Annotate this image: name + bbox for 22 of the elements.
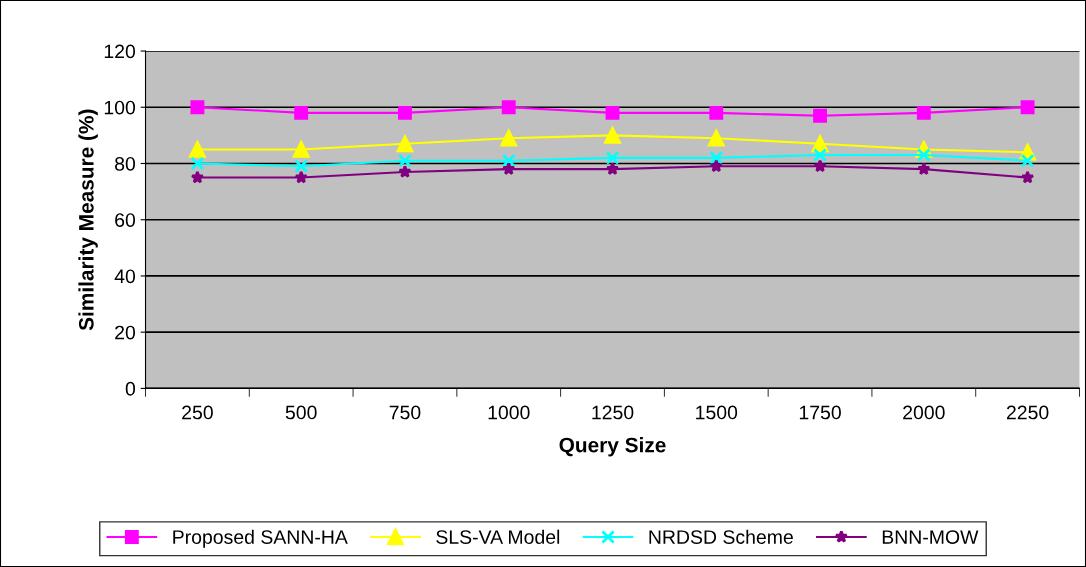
legend-label: SLS-VA Model <box>436 529 560 544</box>
legend-label: NRDSD Scheme <box>649 529 793 544</box>
x-axis-title: Query Size <box>559 437 666 457</box>
y-tick-label: 80 <box>115 156 136 171</box>
x-tick-label: 1500 <box>696 405 738 420</box>
y-tick-label: 120 <box>104 44 136 59</box>
legend-label: Proposed SANN-HA <box>173 529 348 548</box>
x-tick-label: 250 <box>182 405 213 420</box>
y-axis-title: Similarity Measure (%) <box>78 109 98 331</box>
x-tick-label: 1750 <box>799 405 841 420</box>
y-tick-label: 40 <box>114 269 136 284</box>
x-tick-label: 1250 <box>592 405 634 420</box>
x-tick-label: 750 <box>389 405 421 420</box>
legend-label: BNN-MOW <box>882 530 979 544</box>
y-tick-label: 60 <box>115 213 136 227</box>
y-tick-label: 20 <box>115 325 136 340</box>
x-tick-label: 2000 <box>903 405 945 420</box>
x-tick-label: 2250 <box>1006 405 1049 420</box>
x-tick-label: 500 <box>285 405 317 420</box>
y-tick-label: 100 <box>104 100 136 115</box>
y-tick-label: 0 <box>125 381 136 396</box>
x-tick-label: 1000 <box>488 405 530 420</box>
